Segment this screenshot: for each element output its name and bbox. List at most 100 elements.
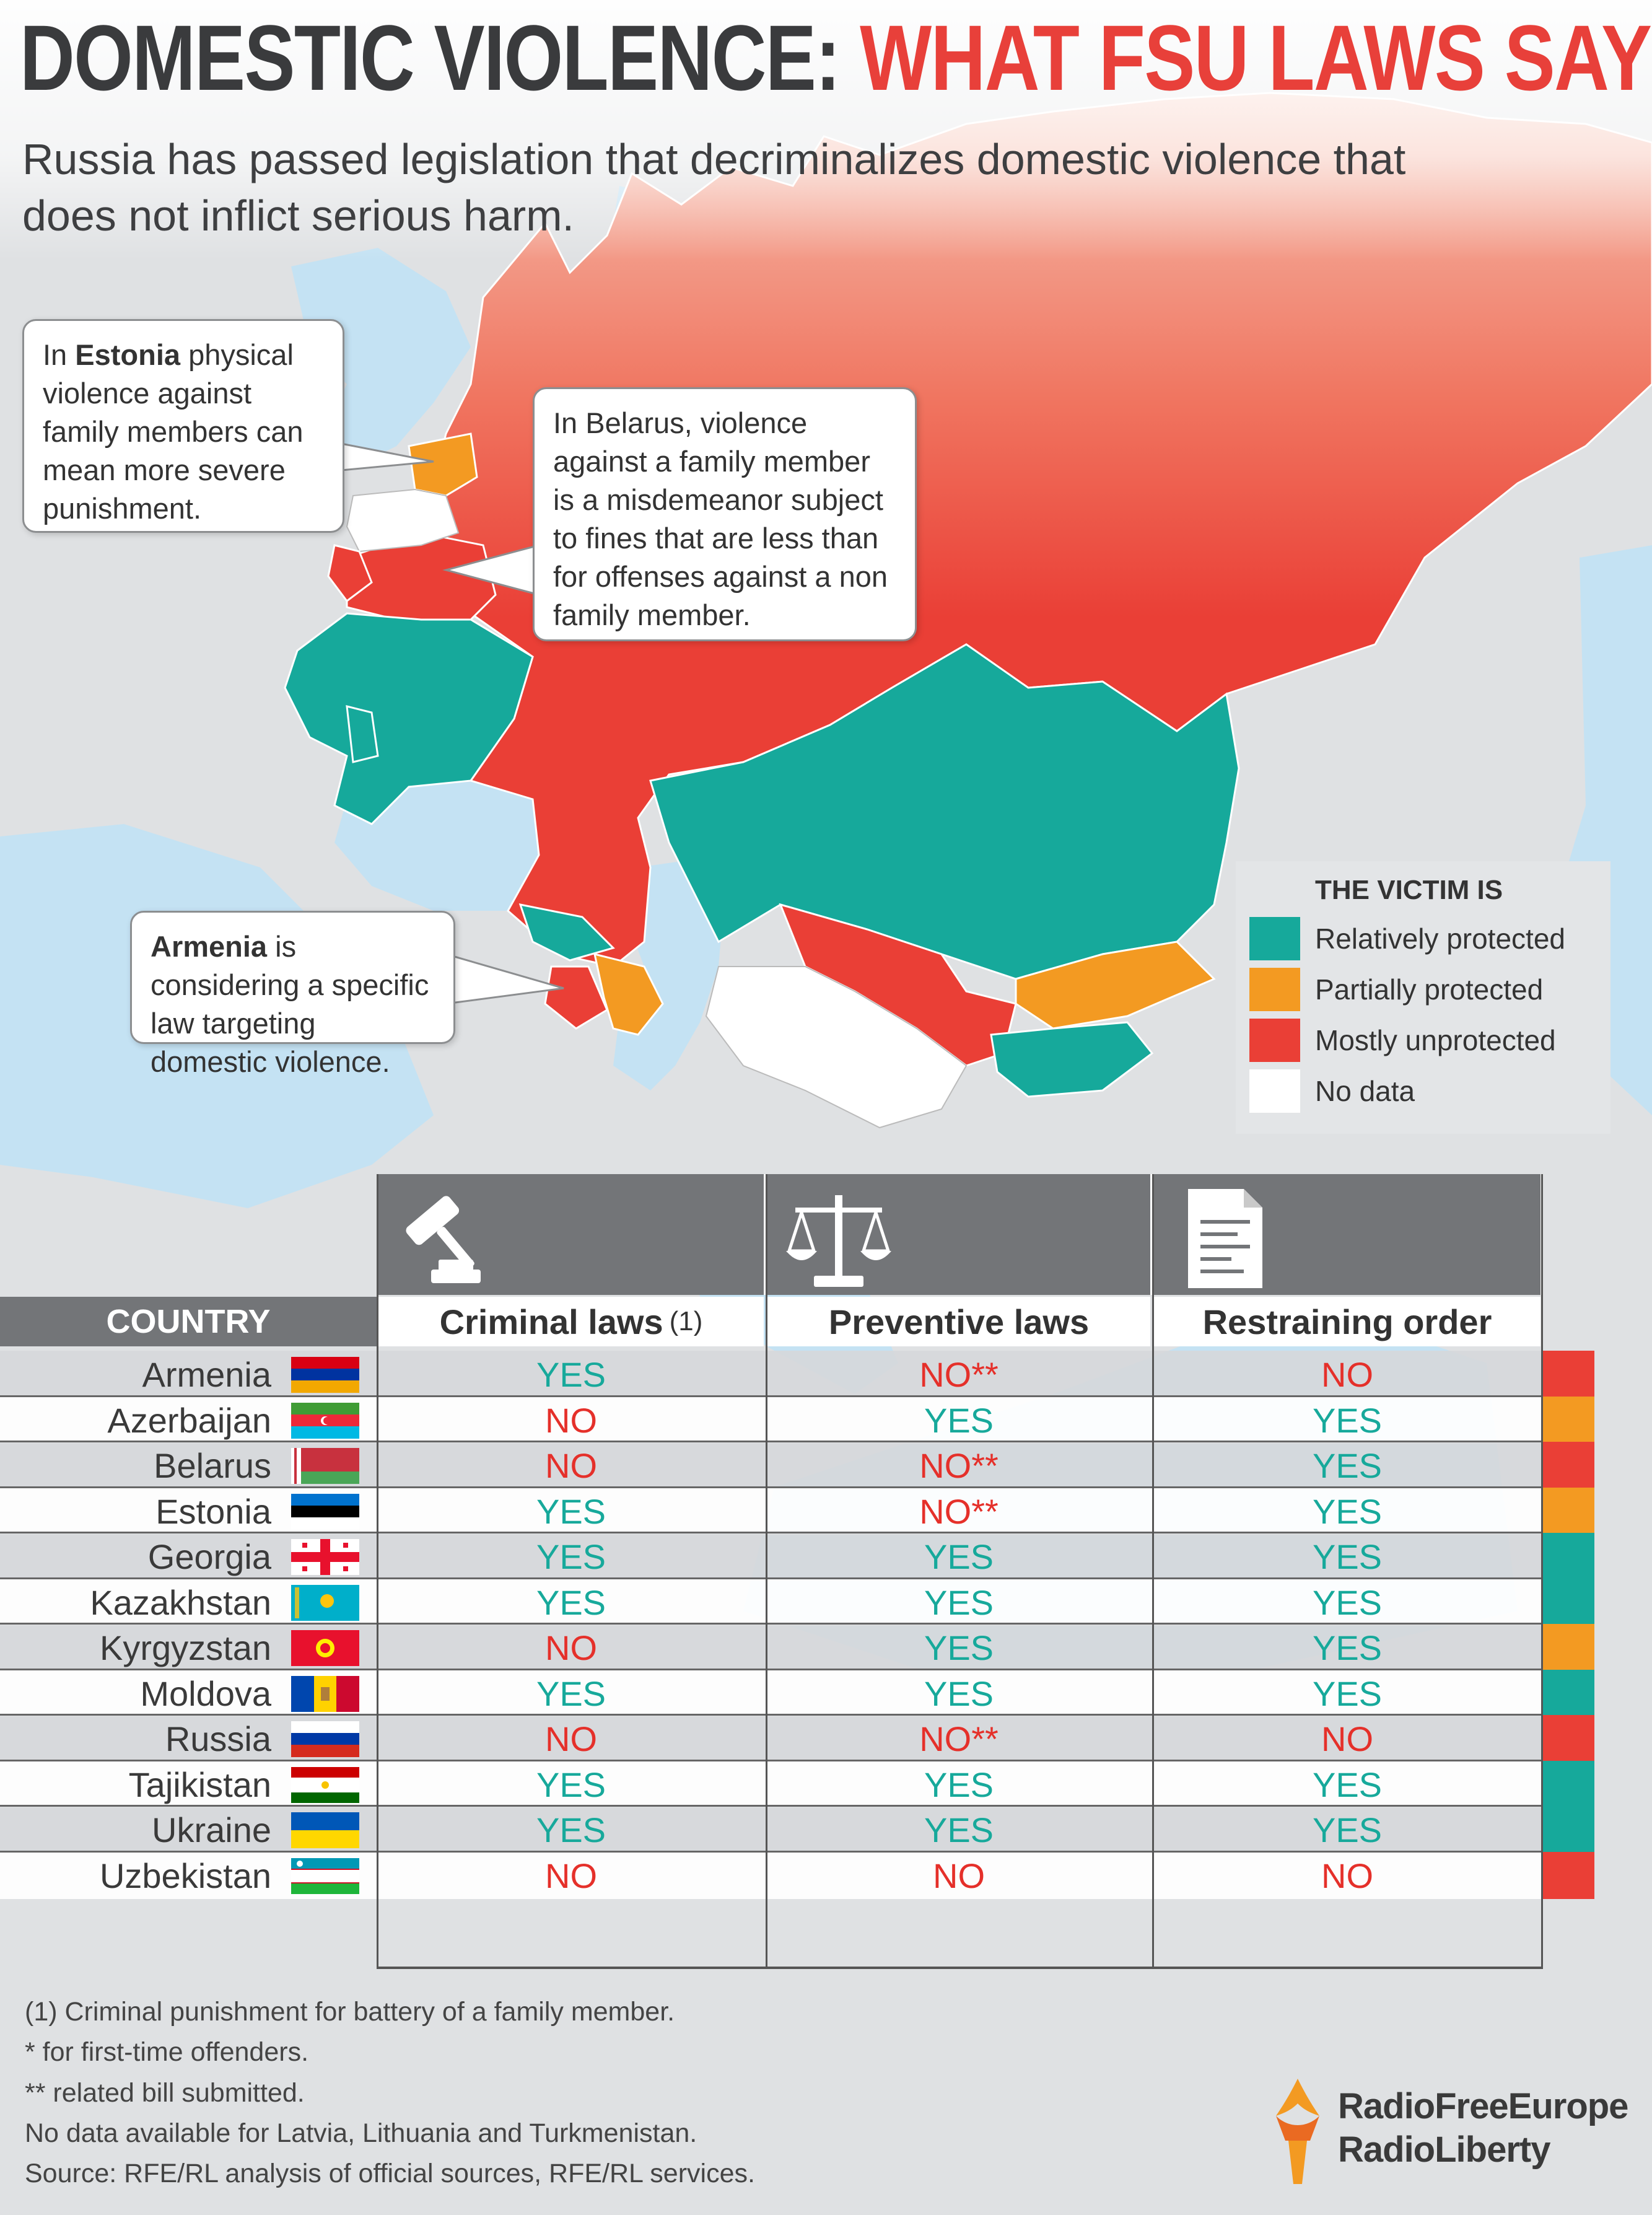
title-part-2: WHAT FSU LAWS SAY <box>860 6 1652 110</box>
preventive-laws-header: Preventive laws <box>767 1297 1150 1346</box>
country-name: Kazakhstan <box>90 1583 271 1622</box>
table-row: Azerbaijan NO YES YES <box>0 1397 1594 1444</box>
row-divider <box>0 1805 1542 1807</box>
row-divider <box>0 1577 1542 1579</box>
armenia-callout: Armenia is considering a specific law ta… <box>130 911 455 1078</box>
criminal-laws-label: Criminal laws <box>439 1302 663 1341</box>
restraining-icon-header <box>1152 1174 1542 1295</box>
page-title: DOMESTIC VIOLENCE: WHAT FSU LAWS SAY <box>20 11 1652 104</box>
country-cell: Kazakhstan <box>0 1579 377 1626</box>
russia-flag <box>291 1721 359 1757</box>
turkmenistan-region <box>705 966 968 1129</box>
protection-status-swatch <box>1542 1442 1594 1489</box>
footnote: No data available for Latvia, Lithuania … <box>25 2118 697 2149</box>
restraining-order-cell: YES <box>1312 1628 1383 1667</box>
legend-label: Mostly unprotected <box>1315 1024 1556 1056</box>
country-name: Georgia <box>147 1537 271 1576</box>
table-divider <box>1152 1174 1154 1967</box>
criminal-laws-cell: NO <box>545 1719 597 1758</box>
preventive-laws-cell: NO** <box>919 1491 999 1531</box>
country-cell: Belarus <box>0 1442 377 1489</box>
table-bottom-border <box>377 1967 1543 1969</box>
ukraine-region <box>284 612 534 825</box>
belarus-callout: In Belarus, violence against a family me… <box>533 387 917 641</box>
protection-status-swatch <box>1542 1533 1594 1580</box>
row-divider <box>0 1441 1542 1442</box>
kazakhstan-flag <box>291 1585 359 1621</box>
legend-swatch <box>1249 1019 1300 1062</box>
table-row: Estonia YES NO** YES <box>0 1488 1594 1535</box>
table-row: Georgia YES YES YES <box>0 1533 1594 1580</box>
torch-logo-icon <box>1276 2079 1319 2184</box>
criminal-laws-cell: NO <box>545 1628 597 1667</box>
row-divider <box>0 1395 1542 1397</box>
criminal-laws-cell: NO <box>545 1445 597 1485</box>
restraining-order-cell: YES <box>1312 1537 1383 1576</box>
legend-item-relatively-protected: Relatively protected <box>1249 917 1609 960</box>
country-name: Tajikistan <box>128 1765 271 1804</box>
table-row: Tajikistan YES YES YES <box>0 1761 1594 1808</box>
protection-status-swatch <box>1542 1624 1594 1671</box>
table-row: Ukraine YES YES YES <box>0 1806 1594 1853</box>
preventive-laws-cell: YES <box>924 1673 994 1713</box>
restraining-order-header: Restraining order <box>1154 1297 1541 1346</box>
row-divider <box>0 1714 1542 1716</box>
restraining-order-cell: YES <box>1312 1445 1383 1485</box>
legend-title: THE VICTIM IS <box>1315 875 1503 905</box>
country-cell: Moldova <box>0 1670 377 1717</box>
protection-status-swatch <box>1542 1579 1594 1626</box>
belarus-flag <box>291 1448 359 1484</box>
protection-status-swatch <box>1542 1761 1594 1808</box>
country-cell: Estonia <box>0 1488 377 1535</box>
logo-line-1: RadioFreeEurope <box>1338 2086 1628 2126</box>
table-row: Russia NO NO** NO <box>0 1715 1594 1762</box>
legend-label: Partially protected <box>1315 973 1544 1006</box>
table-divider <box>766 1174 767 1967</box>
legend-swatch <box>1249 1069 1300 1113</box>
country-cell: Azerbaijan <box>0 1397 377 1444</box>
armenia-flag <box>291 1357 359 1393</box>
ukraine-flag <box>291 1812 359 1848</box>
legend-swatch <box>1249 917 1300 960</box>
tajikistan-region <box>990 1021 1154 1098</box>
map-fade-overlay <box>0 0 1652 260</box>
georgia-flag <box>291 1539 359 1575</box>
tajikistan-flag <box>291 1767 359 1803</box>
country-cell: Ukraine <box>0 1806 377 1853</box>
uzbekistan-flag <box>291 1858 359 1894</box>
preventive-laws-cell: YES <box>924 1400 994 1440</box>
scales-icon <box>777 1183 901 1294</box>
kyrgyzstan-flag <box>291 1630 359 1666</box>
criminal-laws-cell: YES <box>536 1810 606 1849</box>
footnote: Source: RFE/RL analysis of official sour… <box>25 2159 755 2189</box>
footnote: (1) Criminal punishment for battery of a… <box>25 1997 675 2027</box>
georgia-region <box>518 903 615 962</box>
legend-label: No data <box>1315 1075 1415 1107</box>
criminal-laws-header: Criminal laws (1) <box>378 1297 764 1346</box>
criminal-laws-cell: YES <box>536 1765 606 1804</box>
criminal-laws-cell: YES <box>536 1673 606 1713</box>
criminal-laws-cell: YES <box>536 1537 606 1576</box>
restraining-order-cell: NO <box>1321 1856 1373 1895</box>
row-divider <box>0 1851 1542 1853</box>
table-row: Uzbekistan NO NO NO <box>0 1852 1594 1899</box>
map-legend: THE VICTIM IS Relatively protected Parti… <box>1236 861 1610 1134</box>
armenia-region <box>544 965 608 1030</box>
country-name: Armenia <box>142 1355 271 1394</box>
legend-item-partially-protected: Partially protected <box>1249 968 1609 1011</box>
row-divider <box>0 1532 1542 1533</box>
restraining-order-cell: YES <box>1312 1810 1383 1849</box>
latvia-region <box>346 488 460 553</box>
table-divider <box>1541 1174 1543 1967</box>
country-name: Azerbaijan <box>107 1401 271 1440</box>
table-divider <box>377 1174 378 1967</box>
estonia-callout-text: physical violence against family members… <box>43 338 304 525</box>
legend-item-mostly-unprotected: Mostly unprotected <box>1249 1019 1609 1062</box>
preventive-laws-cell: YES <box>924 1628 994 1667</box>
row-divider <box>0 1486 1542 1488</box>
logo-line-2: RadioLiberty <box>1338 2129 1551 2170</box>
restraining-order-cell: NO <box>1321 1719 1373 1758</box>
protection-status-swatch <box>1542 1397 1594 1444</box>
row-divider <box>0 1669 1542 1670</box>
country-column-header: COUNTRY <box>0 1297 377 1346</box>
